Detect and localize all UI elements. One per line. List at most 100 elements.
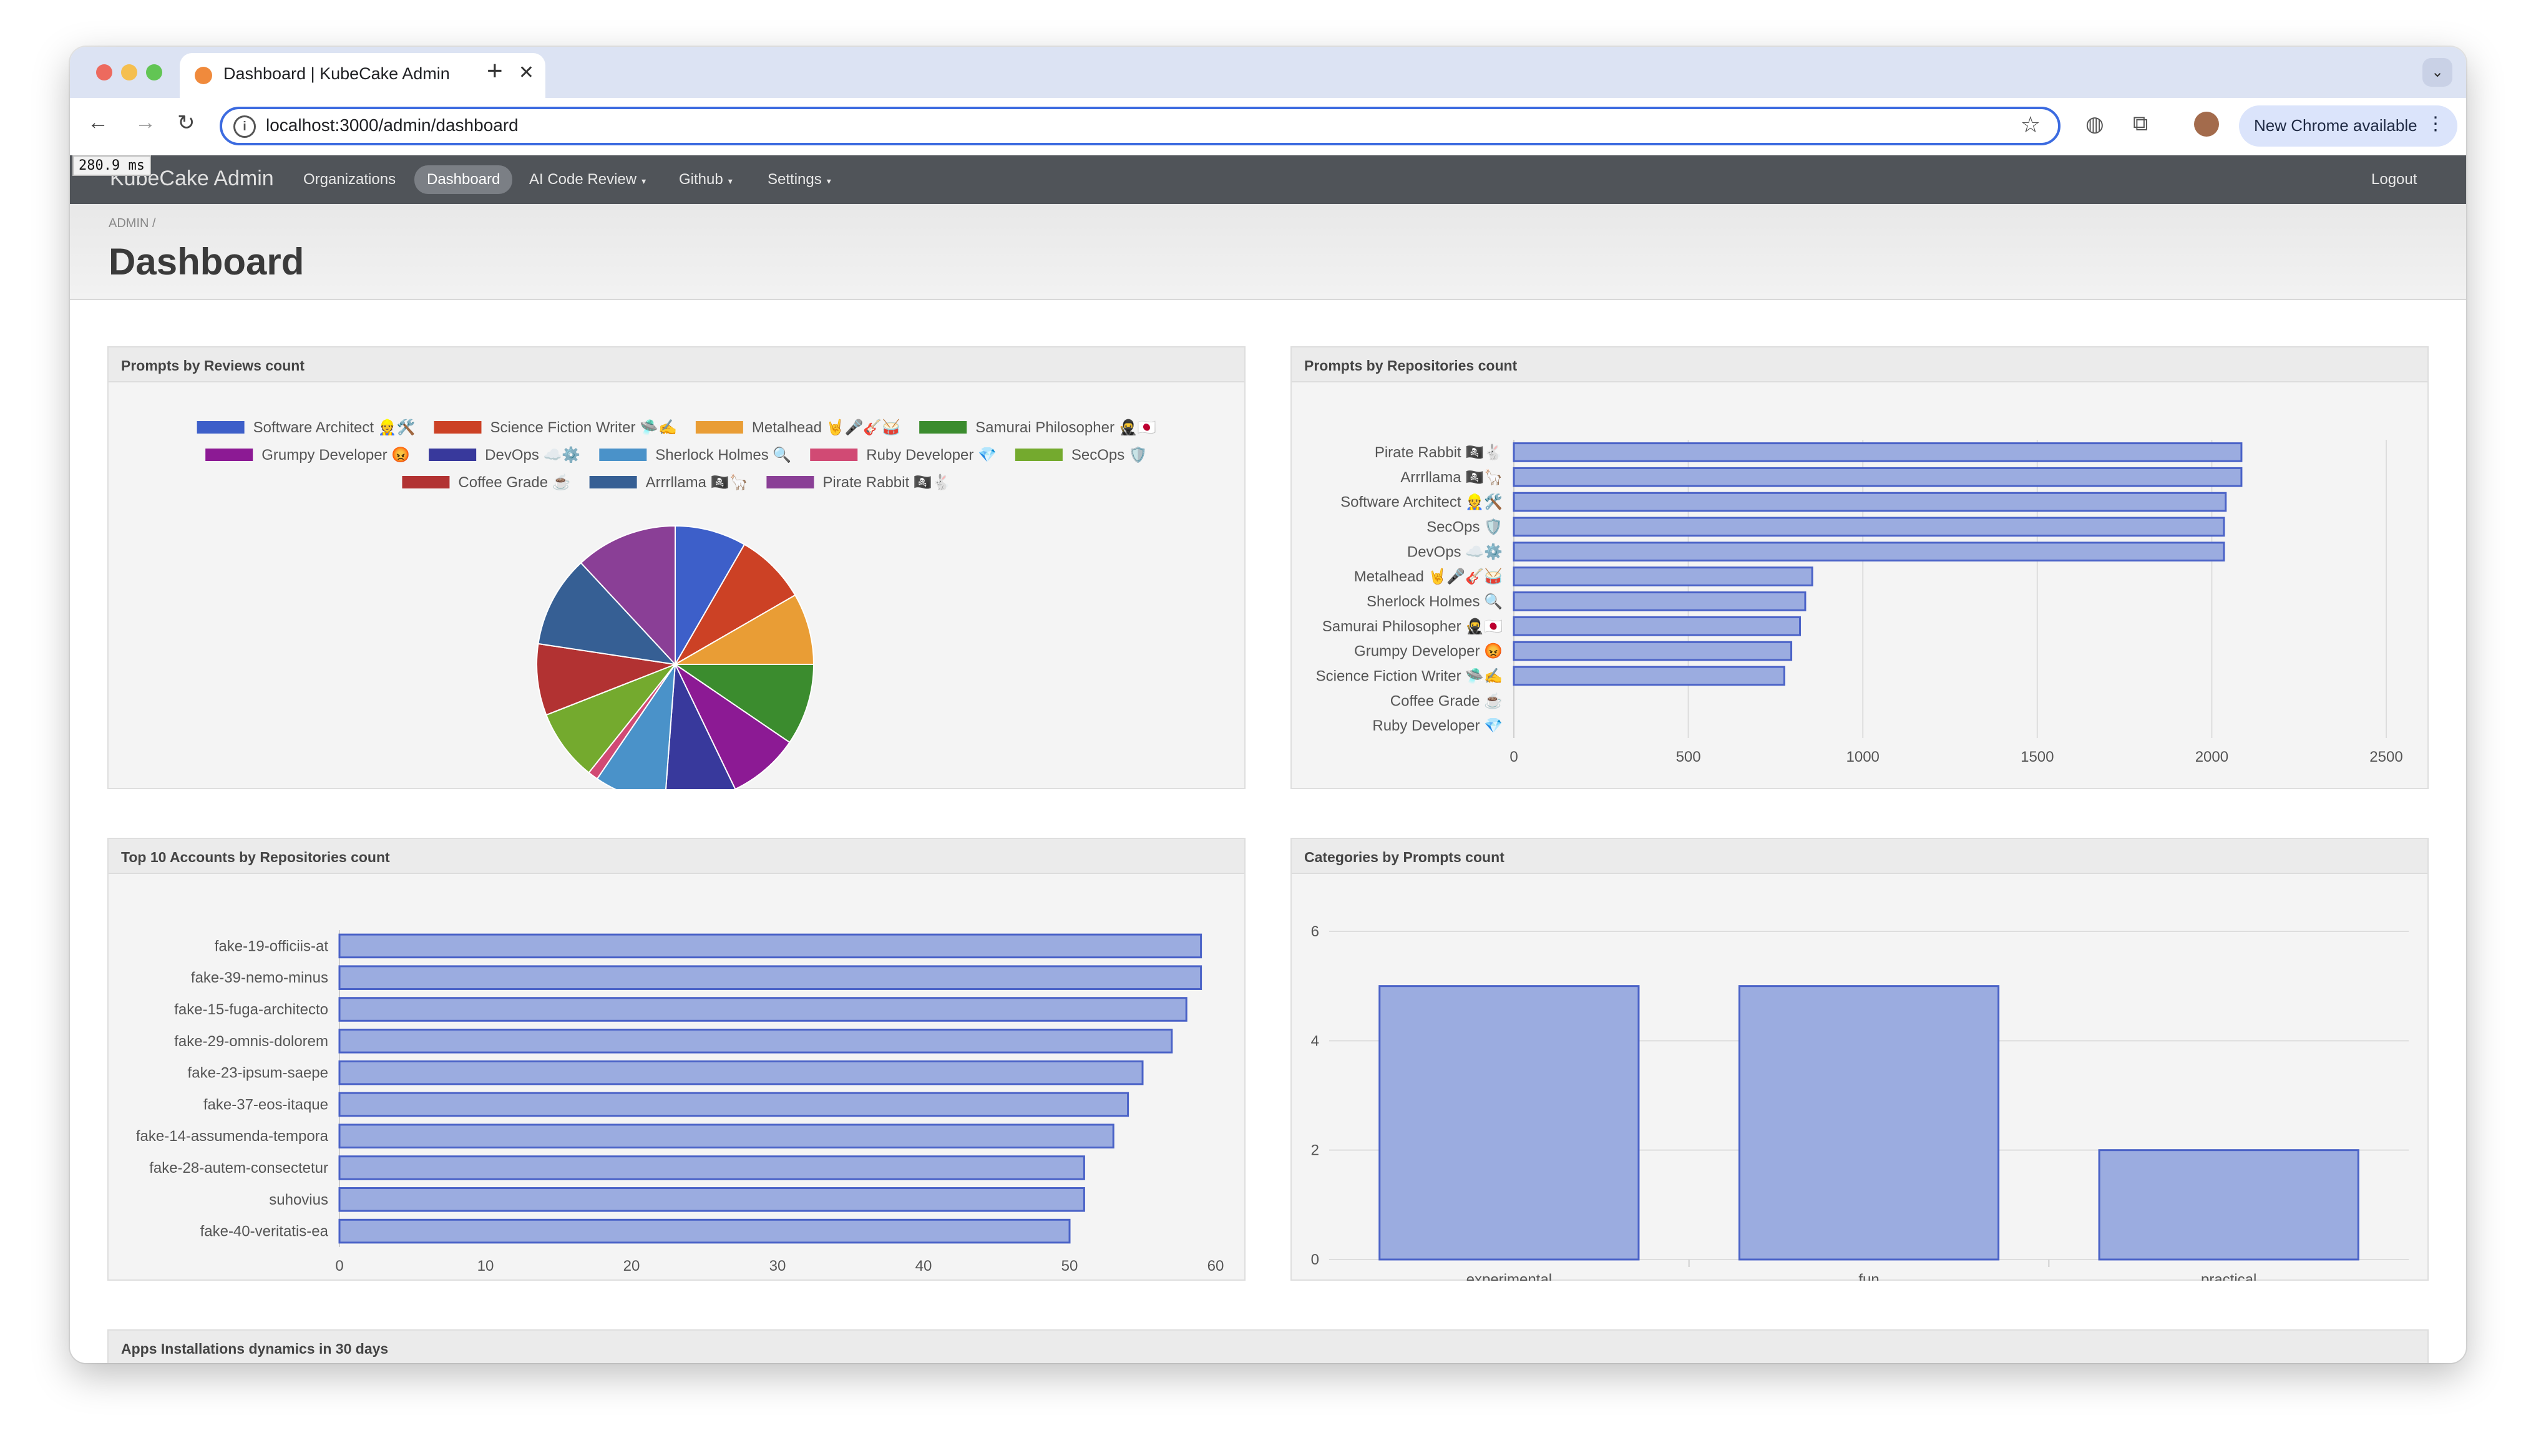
breadcrumb[interactable]: ADMIN / xyxy=(109,216,156,230)
bar xyxy=(338,1218,1071,1244)
address-bar[interactable]: i localhost:3000/admin/dashboard ☆ xyxy=(220,107,2060,145)
site-info-icon[interactable]: i xyxy=(233,115,256,138)
back-button[interactable]: ← xyxy=(87,110,109,134)
legend-swatch xyxy=(429,449,477,461)
update-chrome-button[interactable]: New Chrome available ⋮ xyxy=(2239,105,2457,147)
close-tab-icon[interactable]: ✕ xyxy=(518,62,534,83)
x-tick-label: 1000 xyxy=(1846,749,1880,765)
x-tick-label: 40 xyxy=(915,1258,932,1274)
tab-search-button[interactable]: ⌄ xyxy=(2422,58,2452,87)
forward-button[interactable]: → xyxy=(135,110,156,134)
y-tick-label: Ruby Developer 💎 xyxy=(1372,717,1503,734)
legend-swatch xyxy=(919,421,967,434)
nav-dashboard[interactable]: Dashboard xyxy=(414,165,513,194)
browser-window: Dashboard | KubeCake Admin ✕ + ⌄ ← → ↻ i… xyxy=(70,47,2466,1363)
x-tick-label: practical xyxy=(2201,1271,2256,1281)
panel-installs: Apps Installations dynamics in 30 days xyxy=(107,1329,2429,1363)
browser-tab[interactable]: Dashboard | KubeCake Admin ✕ xyxy=(180,53,545,98)
caret-down-icon: ▾ xyxy=(641,176,646,186)
legend-swatch xyxy=(810,449,858,461)
y-tick-label: 2 xyxy=(1311,1142,1319,1159)
panel-title: Top 10 Accounts by Repositories count xyxy=(121,849,390,865)
y-tick-label: Coffee Grade ☕ xyxy=(1390,691,1503,709)
x-tick-label: 0 xyxy=(335,1258,343,1274)
panel-categories: Categories by Prompts count 0 2 4 6 experime… xyxy=(1290,838,2429,1288)
new-tab-button[interactable]: + xyxy=(487,56,503,86)
repos-bar-chart: Pirate Rabbit 🏴‍☠️🐇 Arrrllama 🏴‍☠️🦙 Softwa… xyxy=(1316,440,2403,765)
y-tick-label: Pirate Rabbit 🏴‍☠️🐇 xyxy=(1375,444,1503,461)
profile-avatar[interactable] xyxy=(2194,112,2219,137)
x-tick-label: experimental xyxy=(1466,1271,1552,1281)
legend-label: Samurai Philosopher 🥷🇯🇵 xyxy=(975,419,1156,436)
legend-swatch xyxy=(402,476,450,488)
more-menu-icon[interactable]: ⋮ xyxy=(2426,114,2445,134)
extensions-icon[interactable]: ⧉ xyxy=(2133,112,2148,135)
bar xyxy=(1513,492,2227,512)
y-tick-label: fake-37-eos-itaque xyxy=(203,1096,328,1113)
y-tick-label: suhovius xyxy=(269,1191,328,1208)
pie-slice xyxy=(536,643,678,716)
bar xyxy=(338,997,1188,1022)
x-tick-label: fun xyxy=(1858,1271,1879,1281)
pie-slice xyxy=(580,525,676,666)
bookmark-star-icon[interactable]: ☆ xyxy=(2020,112,2041,137)
x-tick-label: 50 xyxy=(1061,1258,1078,1274)
panel-accounts: Top 10 Accounts by Repositories count fa… xyxy=(107,838,1246,1281)
nav-ai-code-review[interactable]: AI Code Review ▾ xyxy=(529,171,646,188)
x-tick-label: 1500 xyxy=(2021,749,2054,765)
panel-repos: Prompts by Repositories count Pirate Rab… xyxy=(1290,346,2429,789)
legend-swatch xyxy=(766,476,814,488)
y-tick-label: fake-39-nemo-minus xyxy=(191,969,328,986)
bar xyxy=(1513,641,1793,661)
bar xyxy=(338,965,1202,990)
password-manager-icon[interactable]: ◍ xyxy=(2085,112,2104,136)
panel-header: Categories by Prompts count xyxy=(1292,839,2427,874)
legend-swatch xyxy=(434,421,482,434)
nav-github[interactable]: Github ▾ xyxy=(679,171,733,188)
y-tick-label: Sherlock Holmes 🔍 xyxy=(1367,591,1503,610)
bar xyxy=(1513,566,1813,586)
close-window-button[interactable] xyxy=(96,64,112,80)
y-tick-label: fake-28-autem-consectetur xyxy=(149,1160,328,1177)
legend-label: DevOps ☁️⚙️ xyxy=(485,446,580,463)
y-tick-label: 0 xyxy=(1311,1251,1319,1268)
pie-slice xyxy=(673,543,796,666)
minimize-window-button[interactable] xyxy=(121,64,137,80)
page-header: ADMIN / Dashboard xyxy=(70,204,2466,300)
legend-label: Software Architect 👷🛠️ xyxy=(253,418,416,436)
legend-label: SecOps 🛡️ xyxy=(1071,446,1148,463)
legend-label: Sherlock Holmes 🔍 xyxy=(655,445,791,463)
legend-swatch xyxy=(695,421,743,434)
x-tick-label: 2000 xyxy=(2195,749,2228,765)
y-tick-label: 4 xyxy=(1311,1032,1319,1049)
panel-header: Prompts by Repositories count xyxy=(1292,347,2427,382)
y-tick-label: SecOps 🛡️ xyxy=(1426,518,1503,535)
y-tick-label: fake-40-veritatis-ea xyxy=(200,1223,329,1240)
nav-settings[interactable]: Settings ▾ xyxy=(768,171,831,188)
legend-label: Metalhead 🤘🎤🎸🥁 xyxy=(752,418,900,436)
pie-slice xyxy=(673,662,791,790)
bar xyxy=(1513,666,1785,686)
y-tick-label: Science Fiction Writer 🛸✍️ xyxy=(1316,666,1503,684)
legend-label: Arrrllama 🏴‍☠️🦙 xyxy=(646,473,748,491)
panel-header: Apps Installations dynamics in 30 days xyxy=(109,1331,2427,1363)
x-tick-label: 20 xyxy=(623,1258,640,1274)
nav-label: Settings xyxy=(768,171,822,188)
logout-link[interactable]: Logout xyxy=(2371,171,2417,188)
caret-down-icon: ▾ xyxy=(728,176,733,186)
app-navbar: KubeCake Admin 280.9 ms Organizations Da… xyxy=(70,155,2466,204)
tab-title: Dashboard | KubeCake Admin xyxy=(223,64,450,83)
legend-swatch xyxy=(599,449,647,461)
reload-button[interactable]: ↻ xyxy=(177,111,195,135)
legend-label: Coffee Grade ☕ xyxy=(458,473,570,491)
legend-swatch xyxy=(205,449,253,461)
url-text[interactable]: localhost:3000/admin/dashboard xyxy=(266,115,519,135)
favicon-icon xyxy=(195,67,212,84)
nav-label: AI Code Review xyxy=(529,171,637,188)
bar xyxy=(338,1092,1129,1117)
panel-header: Top 10 Accounts by Repositories count xyxy=(109,839,1244,874)
y-tick-label: Samurai Philosopher 🥷🇯🇵 xyxy=(1322,618,1503,635)
zoom-window-button[interactable] xyxy=(146,64,162,80)
bar xyxy=(1378,985,1640,1261)
nav-organizations[interactable]: Organizations xyxy=(303,171,396,188)
